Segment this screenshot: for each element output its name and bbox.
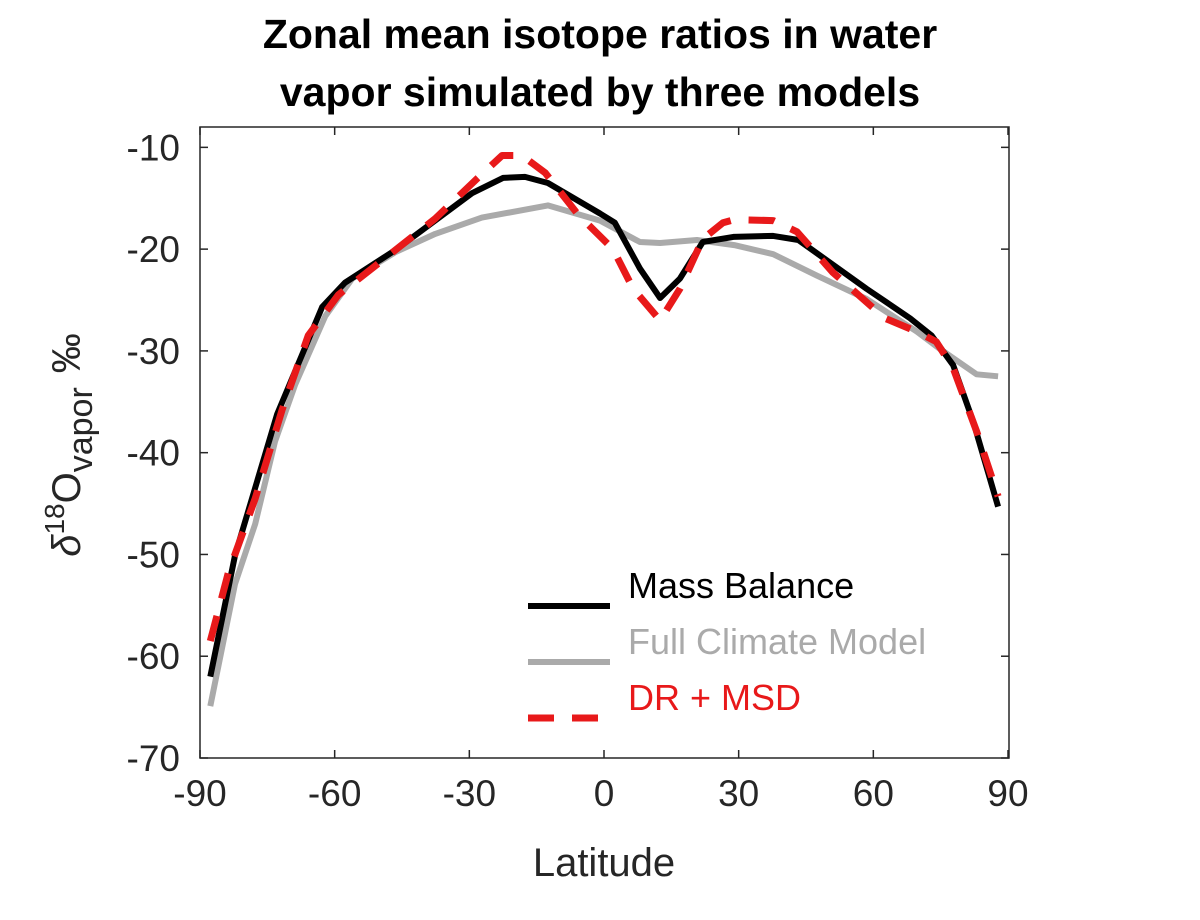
y-tick-label: -40 [127,433,180,474]
x-tick-label: -60 [308,773,361,814]
y-tick-label: -20 [127,229,180,270]
series-line-mass-balance [207,173,1001,678]
series-lines [206,152,1002,707]
axis-ticks: -90 -60 -30 0 30 60 90 -10 -20 -30 -40 -50 -60 -70 [127,127,1029,814]
legend-label: DR + MSD [628,677,801,718]
y-label-element: O [45,472,89,503]
y-tick-label: -60 [127,636,180,677]
y-axis-label: δ18Ovapor ‰ [39,333,100,557]
x-axis-label: Latitude [533,841,675,885]
x-tick-label: 30 [718,773,759,814]
chart-title-line-2: vapor simulated by three models [280,69,920,115]
y-label-subscript: vapor [62,387,100,472]
chart-title-line-1: Zonal mean isotope ratios in water [263,11,937,57]
y-label-unit: ‰ [45,333,89,373]
y-tick-label: -70 [127,738,180,779]
x-tick-label: 60 [853,773,894,814]
x-tick-label: 0 [594,773,615,814]
y-tick-label: -50 [127,534,180,575]
legend: Mass Balance Full Climate Model DR + MSD [528,565,926,722]
y-tick-label: -10 [127,127,180,168]
x-tick-label: 90 [987,773,1028,814]
legend-label: Full Climate Model [628,621,926,662]
x-tick-label: -90 [173,773,226,814]
series-line-dr-msd [206,152,1002,642]
x-tick-label: -30 [443,773,496,814]
y-label-delta: δ [45,534,89,557]
series-line-full-climate-model [207,202,999,707]
legend-label: Mass Balance [628,565,854,606]
y-tick-label: -30 [127,331,180,372]
y-label-superscript: 18 [39,503,70,534]
